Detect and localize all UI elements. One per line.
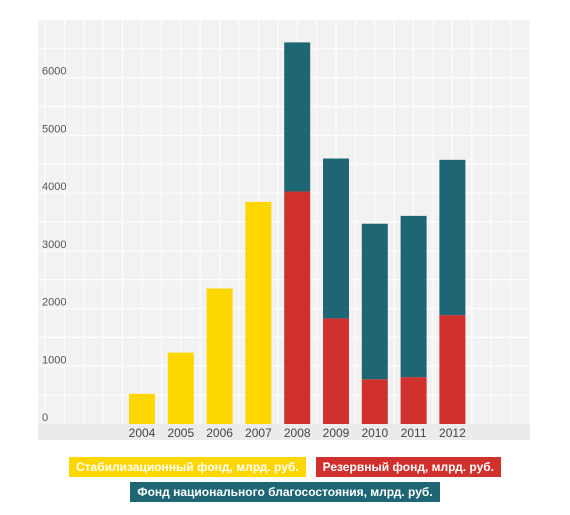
x-axis-labels: 2004 2005 2006 2007 2008 2009 2010 2011 2012 [129,426,466,440]
y-tick-0: 0 [42,412,48,424]
y-axis-ticks: 0 1000 2000 3000 4000 5000 6000 [42,66,66,424]
x-label-2012: 2012 [439,426,466,440]
x-label-2006: 2006 [206,426,233,440]
bar-2011-series-1 [400,377,427,424]
legend-row-2: Фонд национального благосостояния, млрд.… [0,482,570,502]
legend-national-wealth-fund: Фонд национального благосостояния, млрд.… [130,482,440,502]
legend-reserve-fund: Резервный фонд, млрд. руб. [315,457,502,477]
y-tick-5000: 5000 [42,123,66,135]
x-label-2005: 2005 [167,426,194,440]
bars [129,42,466,424]
bar-2009-series-1 [323,318,349,424]
bar-2011-series-2 [400,215,427,378]
x-label-2010: 2010 [361,426,388,440]
bar-2004-series-0 [129,393,155,424]
x-label-2008: 2008 [284,426,311,440]
y-tick-6000: 6000 [42,66,66,78]
x-label-2009: 2009 [323,426,350,440]
legend-row-1: Стабилизационный фонд, млрд. руб. Резерв… [0,457,570,477]
y-tick-2000: 2000 [42,297,66,309]
legend-stabilization-fund: Стабилизационный фонд, млрд. руб. [68,457,306,477]
y-tick-1000: 1000 [42,354,66,366]
y-tick-4000: 4000 [42,181,66,193]
bar-2005-series-0 [167,352,194,424]
bar-2008-series-1 [284,191,311,424]
bar-2012-series-2 [439,159,466,316]
bar-2009-series-2 [323,158,349,319]
bar-2007-series-0 [245,201,272,424]
x-label-2011: 2011 [401,426,427,440]
bar-2010-series-2 [361,223,388,380]
bar-2012-series-1 [439,315,466,424]
x-label-2004: 2004 [129,426,156,440]
x-label-2007: 2007 [245,426,272,440]
y-tick-3000: 3000 [42,239,66,251]
bar-2008-series-2 [284,42,311,192]
bar-2006-series-0 [206,288,233,424]
category-band [38,424,530,440]
bar-2010-series-1 [361,379,388,424]
